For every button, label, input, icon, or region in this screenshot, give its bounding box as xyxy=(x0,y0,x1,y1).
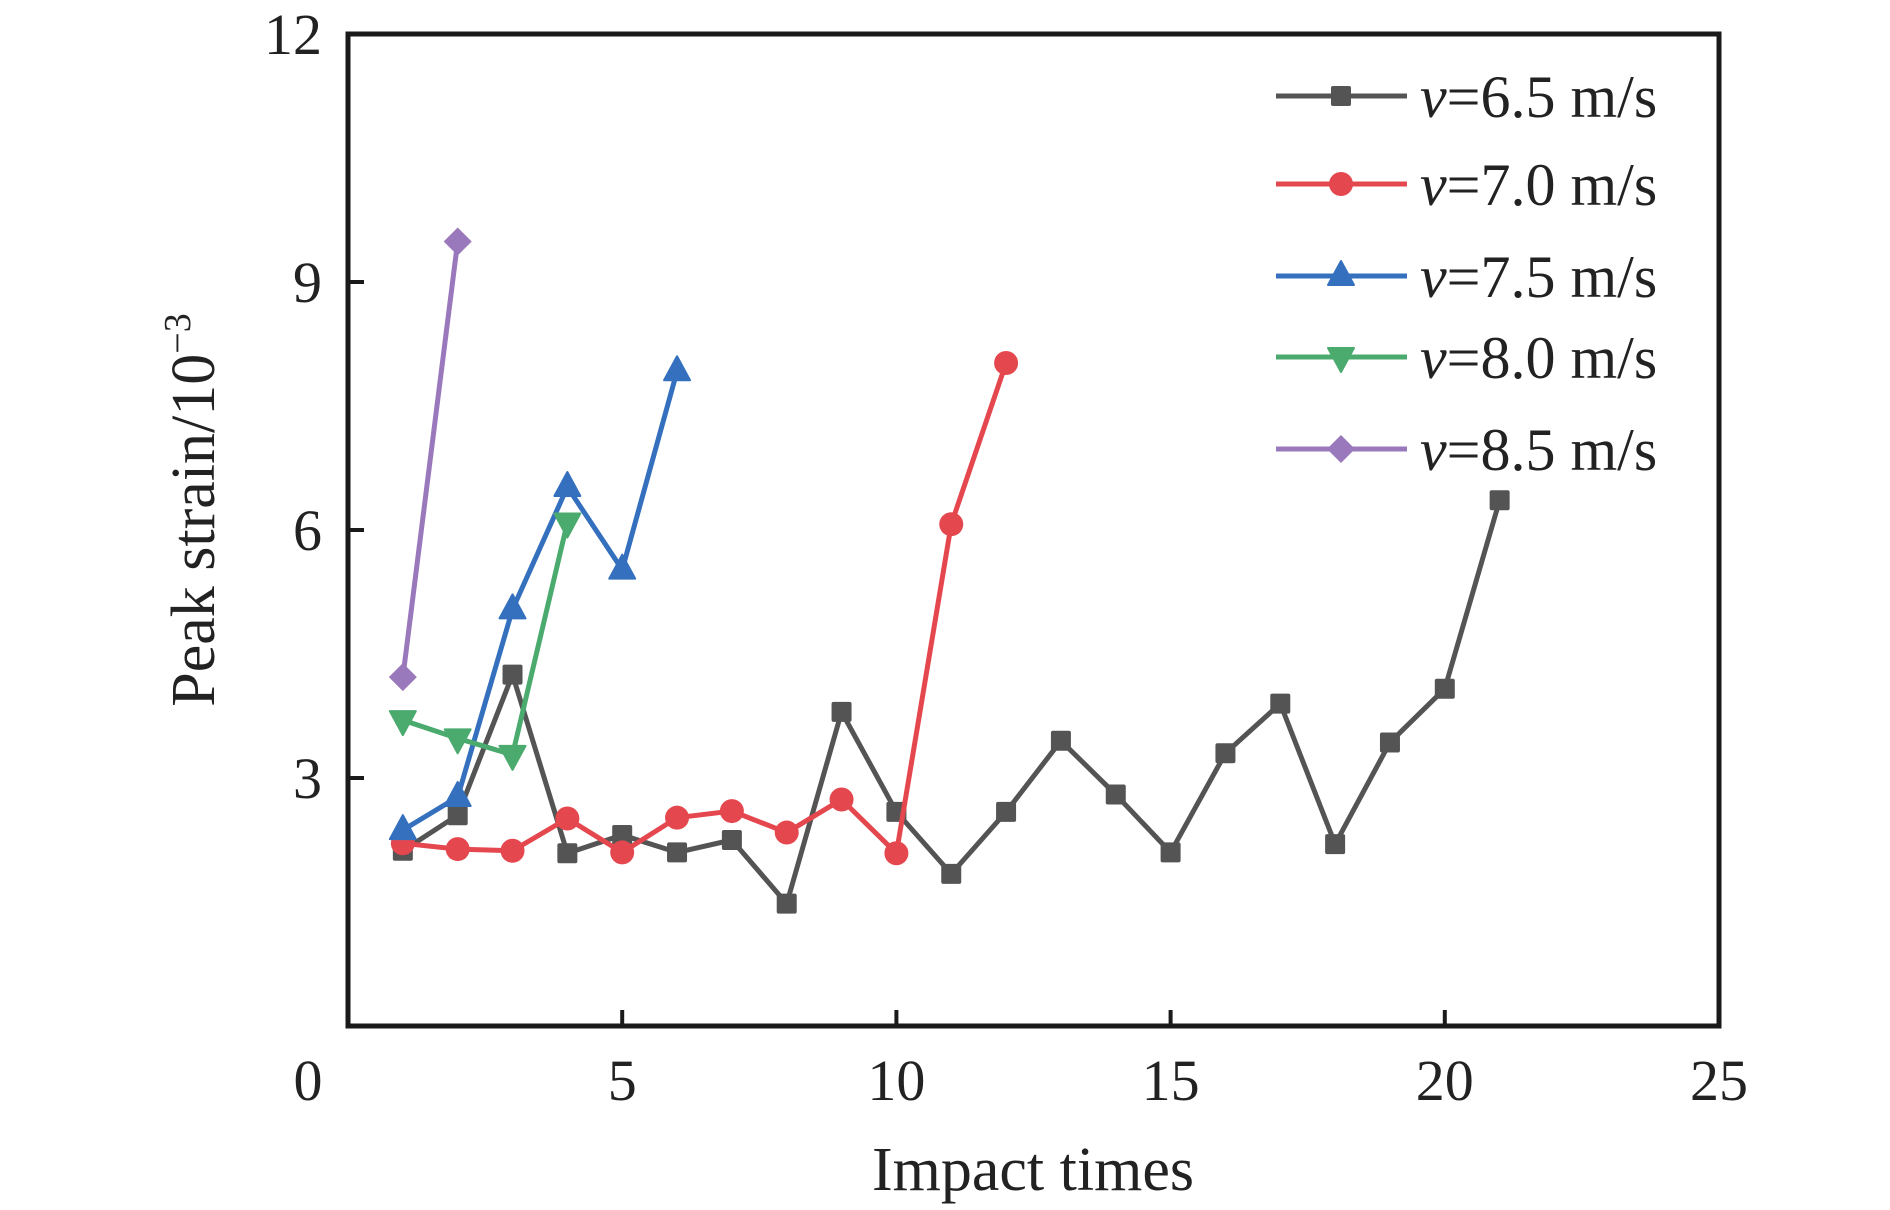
data-point xyxy=(443,728,472,755)
y-axis-ticks: 3 6 9 12 xyxy=(264,2,364,811)
data-point xyxy=(829,787,854,812)
data-point xyxy=(1215,743,1236,764)
data-point xyxy=(1050,730,1071,751)
series-line xyxy=(402,521,570,758)
legend: v=6.5 m/sv=7.0 m/sv=7.5 m/sv=8.0 m/sv=8.… xyxy=(1276,64,1657,483)
y-axis-title-main: Peak strain/10 xyxy=(160,354,228,707)
series-v8-5ms xyxy=(388,227,472,692)
legend-label: v=7.5 m/s xyxy=(1420,244,1657,310)
y-axis-title-exponent: −3 xyxy=(157,313,199,353)
data-point xyxy=(447,805,468,826)
legend-marker xyxy=(1327,347,1355,373)
data-point xyxy=(388,710,417,737)
series-line xyxy=(400,241,461,678)
series-v6-5ms xyxy=(392,490,1510,914)
series-v7-0ms xyxy=(390,351,1019,866)
data-point xyxy=(502,664,523,685)
data-point xyxy=(498,593,527,620)
legend-label-value: =7.5 m/s xyxy=(1447,244,1658,310)
data-point xyxy=(612,825,633,846)
x-tick-label: 5 xyxy=(608,1048,637,1113)
data-point xyxy=(443,781,472,808)
y-tick-label: 6 xyxy=(293,498,322,563)
data-point xyxy=(388,663,417,692)
x-axis-title: Impact times xyxy=(872,1136,1194,1204)
legend-label: v=6.5 m/s xyxy=(1420,64,1657,130)
legend-label-value: =8.5 m/s xyxy=(1447,417,1658,483)
data-point xyxy=(831,701,852,722)
data-point xyxy=(665,805,690,830)
data-point xyxy=(1489,490,1510,511)
data-point xyxy=(994,351,1019,376)
data-point xyxy=(939,512,964,537)
data-point xyxy=(388,814,417,841)
y-tick-label: 9 xyxy=(293,250,322,315)
data-point xyxy=(498,744,527,771)
data-point xyxy=(557,843,578,864)
data-point xyxy=(1270,693,1291,714)
data-point xyxy=(500,838,525,863)
data-point xyxy=(1325,834,1346,855)
data-point xyxy=(608,553,637,580)
legend-label-value: =7.0 m/s xyxy=(1447,152,1658,218)
legend-label-var: v xyxy=(1420,152,1447,218)
legend-label-var: v xyxy=(1420,417,1447,483)
legend-label-var: v xyxy=(1420,244,1447,310)
series-v8-0ms xyxy=(388,512,582,771)
legend-marker xyxy=(1329,172,1353,196)
data-point xyxy=(445,837,470,862)
data-point xyxy=(555,806,580,831)
y-tick-label: 12 xyxy=(264,2,322,67)
data-point xyxy=(884,841,909,866)
legend-label: v=8.0 m/s xyxy=(1420,325,1657,391)
x-tick-label: 0 xyxy=(294,1048,323,1113)
series-layer xyxy=(388,227,1510,914)
legend-marker xyxy=(1327,260,1355,286)
data-point xyxy=(553,471,582,498)
legend-label-value: =6.5 m/s xyxy=(1447,64,1658,130)
x-tick-label: 25 xyxy=(1690,1048,1748,1113)
data-point xyxy=(610,840,635,865)
legend-label: v=8.5 m/s xyxy=(1420,417,1657,483)
data-point xyxy=(553,512,582,539)
data-point xyxy=(721,830,742,850)
legend-label-var: v xyxy=(1420,325,1447,391)
data-point xyxy=(1434,678,1455,699)
legend-item: v=8.5 m/s xyxy=(1276,417,1657,483)
data-point xyxy=(774,820,799,845)
y-axis-title: Peak strain/10−3 xyxy=(157,313,228,706)
legend-item: v=7.5 m/s xyxy=(1276,244,1657,310)
x-tick-label: 10 xyxy=(867,1048,925,1113)
legend-marker xyxy=(1327,435,1355,463)
legend-label-var: v xyxy=(1420,64,1447,130)
y-tick-label: 3 xyxy=(293,746,322,811)
data-point xyxy=(1105,784,1126,805)
legend-label: v=7.0 m/s xyxy=(1420,152,1657,218)
data-point xyxy=(776,893,797,914)
data-point xyxy=(941,863,962,884)
data-point xyxy=(663,355,692,382)
x-tick-label: 15 xyxy=(1142,1048,1200,1113)
legend-item: v=6.5 m/s xyxy=(1276,64,1657,130)
data-point xyxy=(719,799,744,824)
data-point xyxy=(1379,732,1400,753)
legend-label-value: =8.0 m/s xyxy=(1447,325,1658,391)
data-point xyxy=(443,227,472,256)
legend-item: v=8.0 m/s xyxy=(1276,325,1657,391)
legend-marker xyxy=(1331,86,1351,106)
data-point xyxy=(667,842,688,863)
series-v7-5ms xyxy=(388,355,692,841)
legend-item: v=7.0 m/s xyxy=(1276,152,1657,218)
x-tick-label: 20 xyxy=(1416,1048,1474,1113)
x-axis-ticks: 0 5 10 15 20 25 xyxy=(294,1010,1748,1113)
data-point xyxy=(1160,842,1181,863)
data-point xyxy=(996,801,1017,822)
series-line xyxy=(402,362,1009,856)
